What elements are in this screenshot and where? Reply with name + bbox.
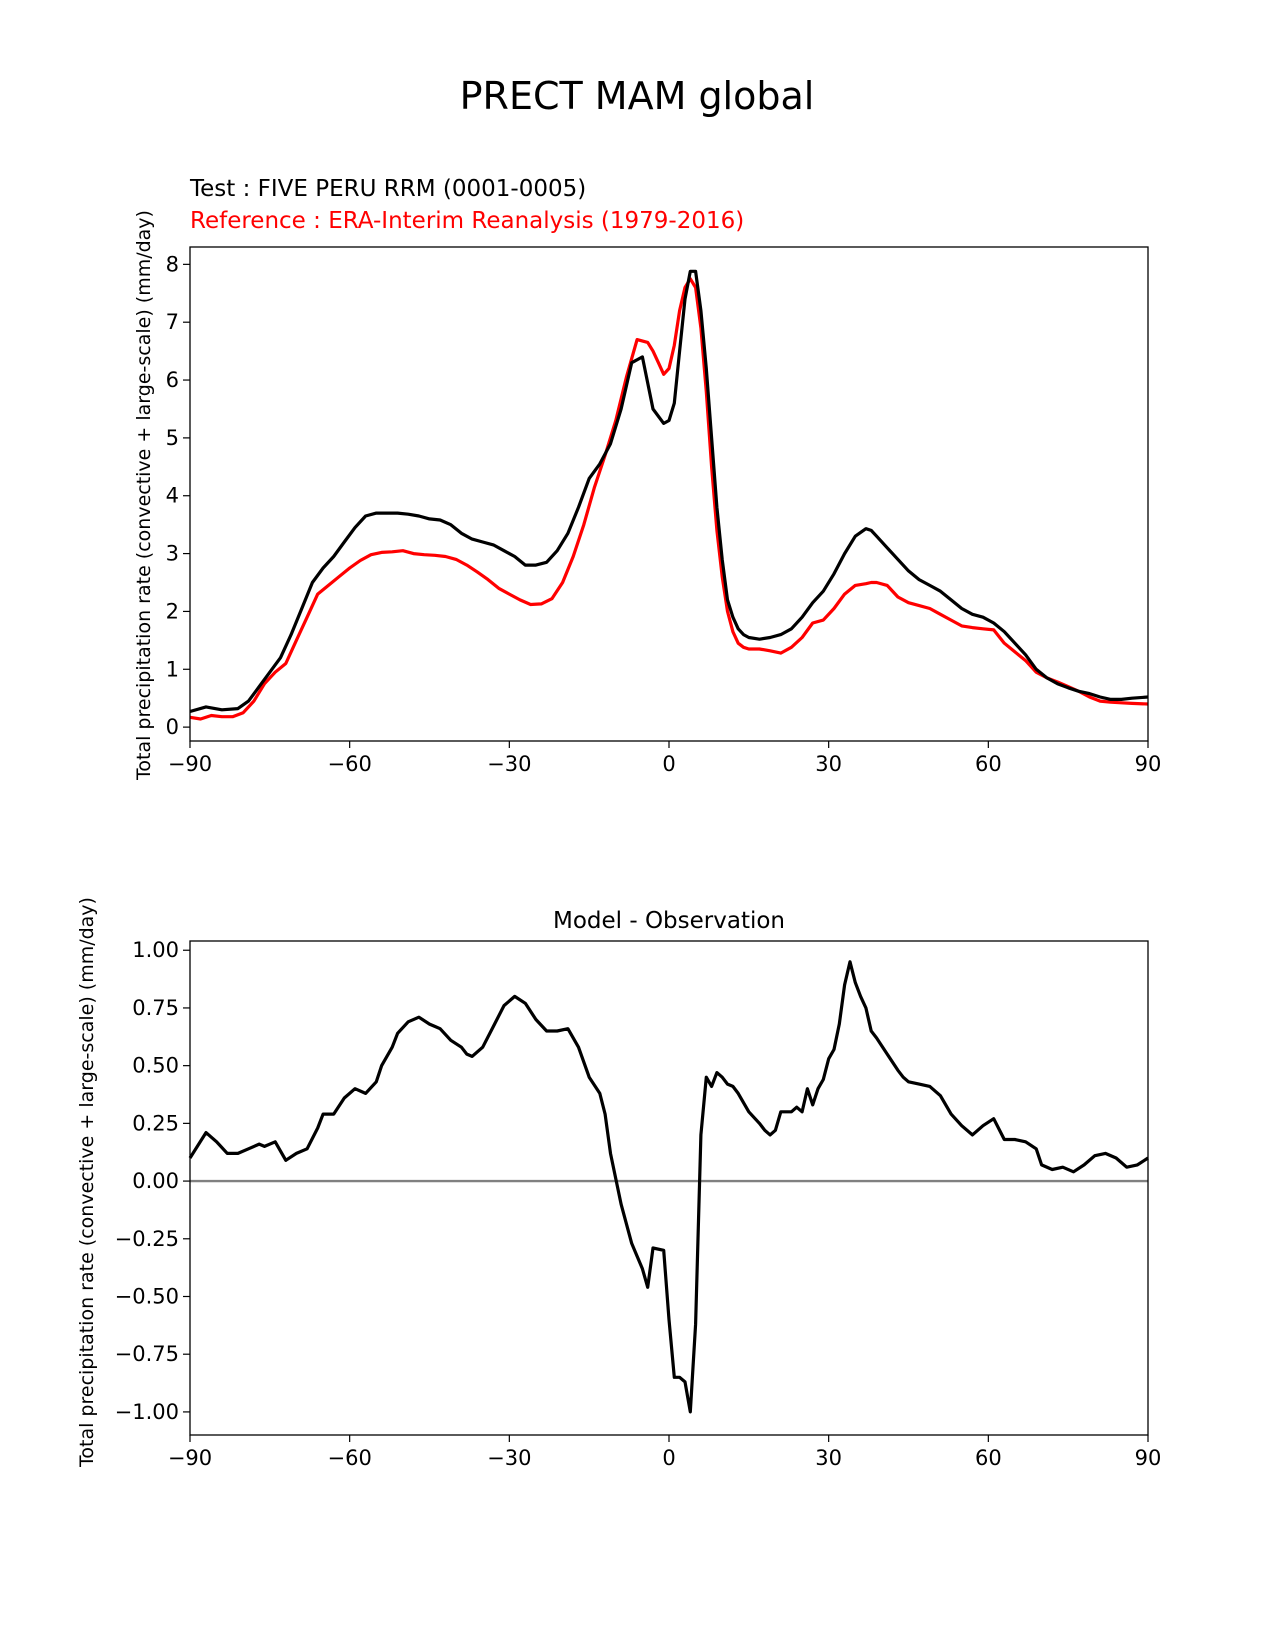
bottom-ytick-label: −0.25 [115, 1227, 179, 1251]
bottom-ytick-label: −1.00 [115, 1400, 179, 1424]
bottom-xtick-label: 60 [975, 1446, 1002, 1470]
top-plot-frame [189, 246, 1149, 742]
bottom-xtick-label: 30 [815, 1446, 842, 1470]
bottom-title: Model - Observation [553, 908, 785, 934]
bottom-xtick-label: −30 [487, 1446, 531, 1470]
bottom-plot-frame [189, 940, 1149, 1436]
top-xtick-label: 0 [662, 752, 675, 776]
top-series-reference [189, 277, 1149, 721]
top-ytick-label: 7 [166, 310, 179, 334]
bottom-ytick-label: 0.75 [132, 996, 179, 1020]
bottom-xtick-label: 0 [662, 1446, 675, 1470]
bottom-xtick-label: 90 [1135, 1446, 1162, 1470]
top-ytick-label: 8 [166, 252, 179, 276]
bottom-ytick-label: −0.75 [115, 1342, 179, 1366]
bottom-xtick-label: −60 [328, 1446, 372, 1470]
bottom-ytick-label: 1.00 [132, 938, 179, 962]
bottom-chart-panel: Model - Observation Total precipitation … [76, 897, 1161, 1470]
top-xtick-label: 60 [975, 752, 1002, 776]
test-label: Test : FIVE PERU RRM (0001-0005) [189, 176, 586, 202]
figure-title: PRECT MAM global [460, 74, 815, 118]
top-xtick-label: −30 [487, 752, 531, 776]
top-ytick-label: 3 [166, 542, 179, 566]
top-series-test [189, 269, 1149, 714]
top-ytick-label: 0 [166, 715, 179, 739]
bottom-ylabel: Total precipitation rate (convective + l… [76, 897, 98, 1468]
top-xtick-label: 90 [1135, 752, 1162, 776]
top-xtick-label: −60 [328, 752, 372, 776]
bottom-ytick-label: 0.50 [132, 1054, 179, 1078]
bottom-ytick-label: 0.00 [132, 1169, 179, 1193]
bottom-ytick-label: −0.50 [115, 1284, 179, 1308]
top-xtick-label: 30 [815, 752, 842, 776]
top-ytick-label: 5 [166, 426, 179, 450]
bottom-series-model-observation [188, 960, 1149, 1414]
top-chart-panel: Test : FIVE PERU RRM (0001-0005) Referen… [133, 176, 1161, 781]
bottom-xtick-label: −90 [168, 1446, 212, 1470]
top-ytick-label: 6 [166, 368, 179, 392]
top-ytick-label: 4 [166, 484, 179, 508]
top-xtick-label: −90 [168, 752, 212, 776]
bottom-ytick-label: 0.25 [132, 1111, 179, 1135]
top-ytick-label: 2 [166, 599, 179, 623]
reference-label: Reference : ERA-Interim Reanalysis (1979… [190, 208, 744, 234]
top-ylabel: Total precipitation rate (convective + l… [133, 210, 155, 781]
top-ytick-label: 1 [166, 657, 179, 681]
